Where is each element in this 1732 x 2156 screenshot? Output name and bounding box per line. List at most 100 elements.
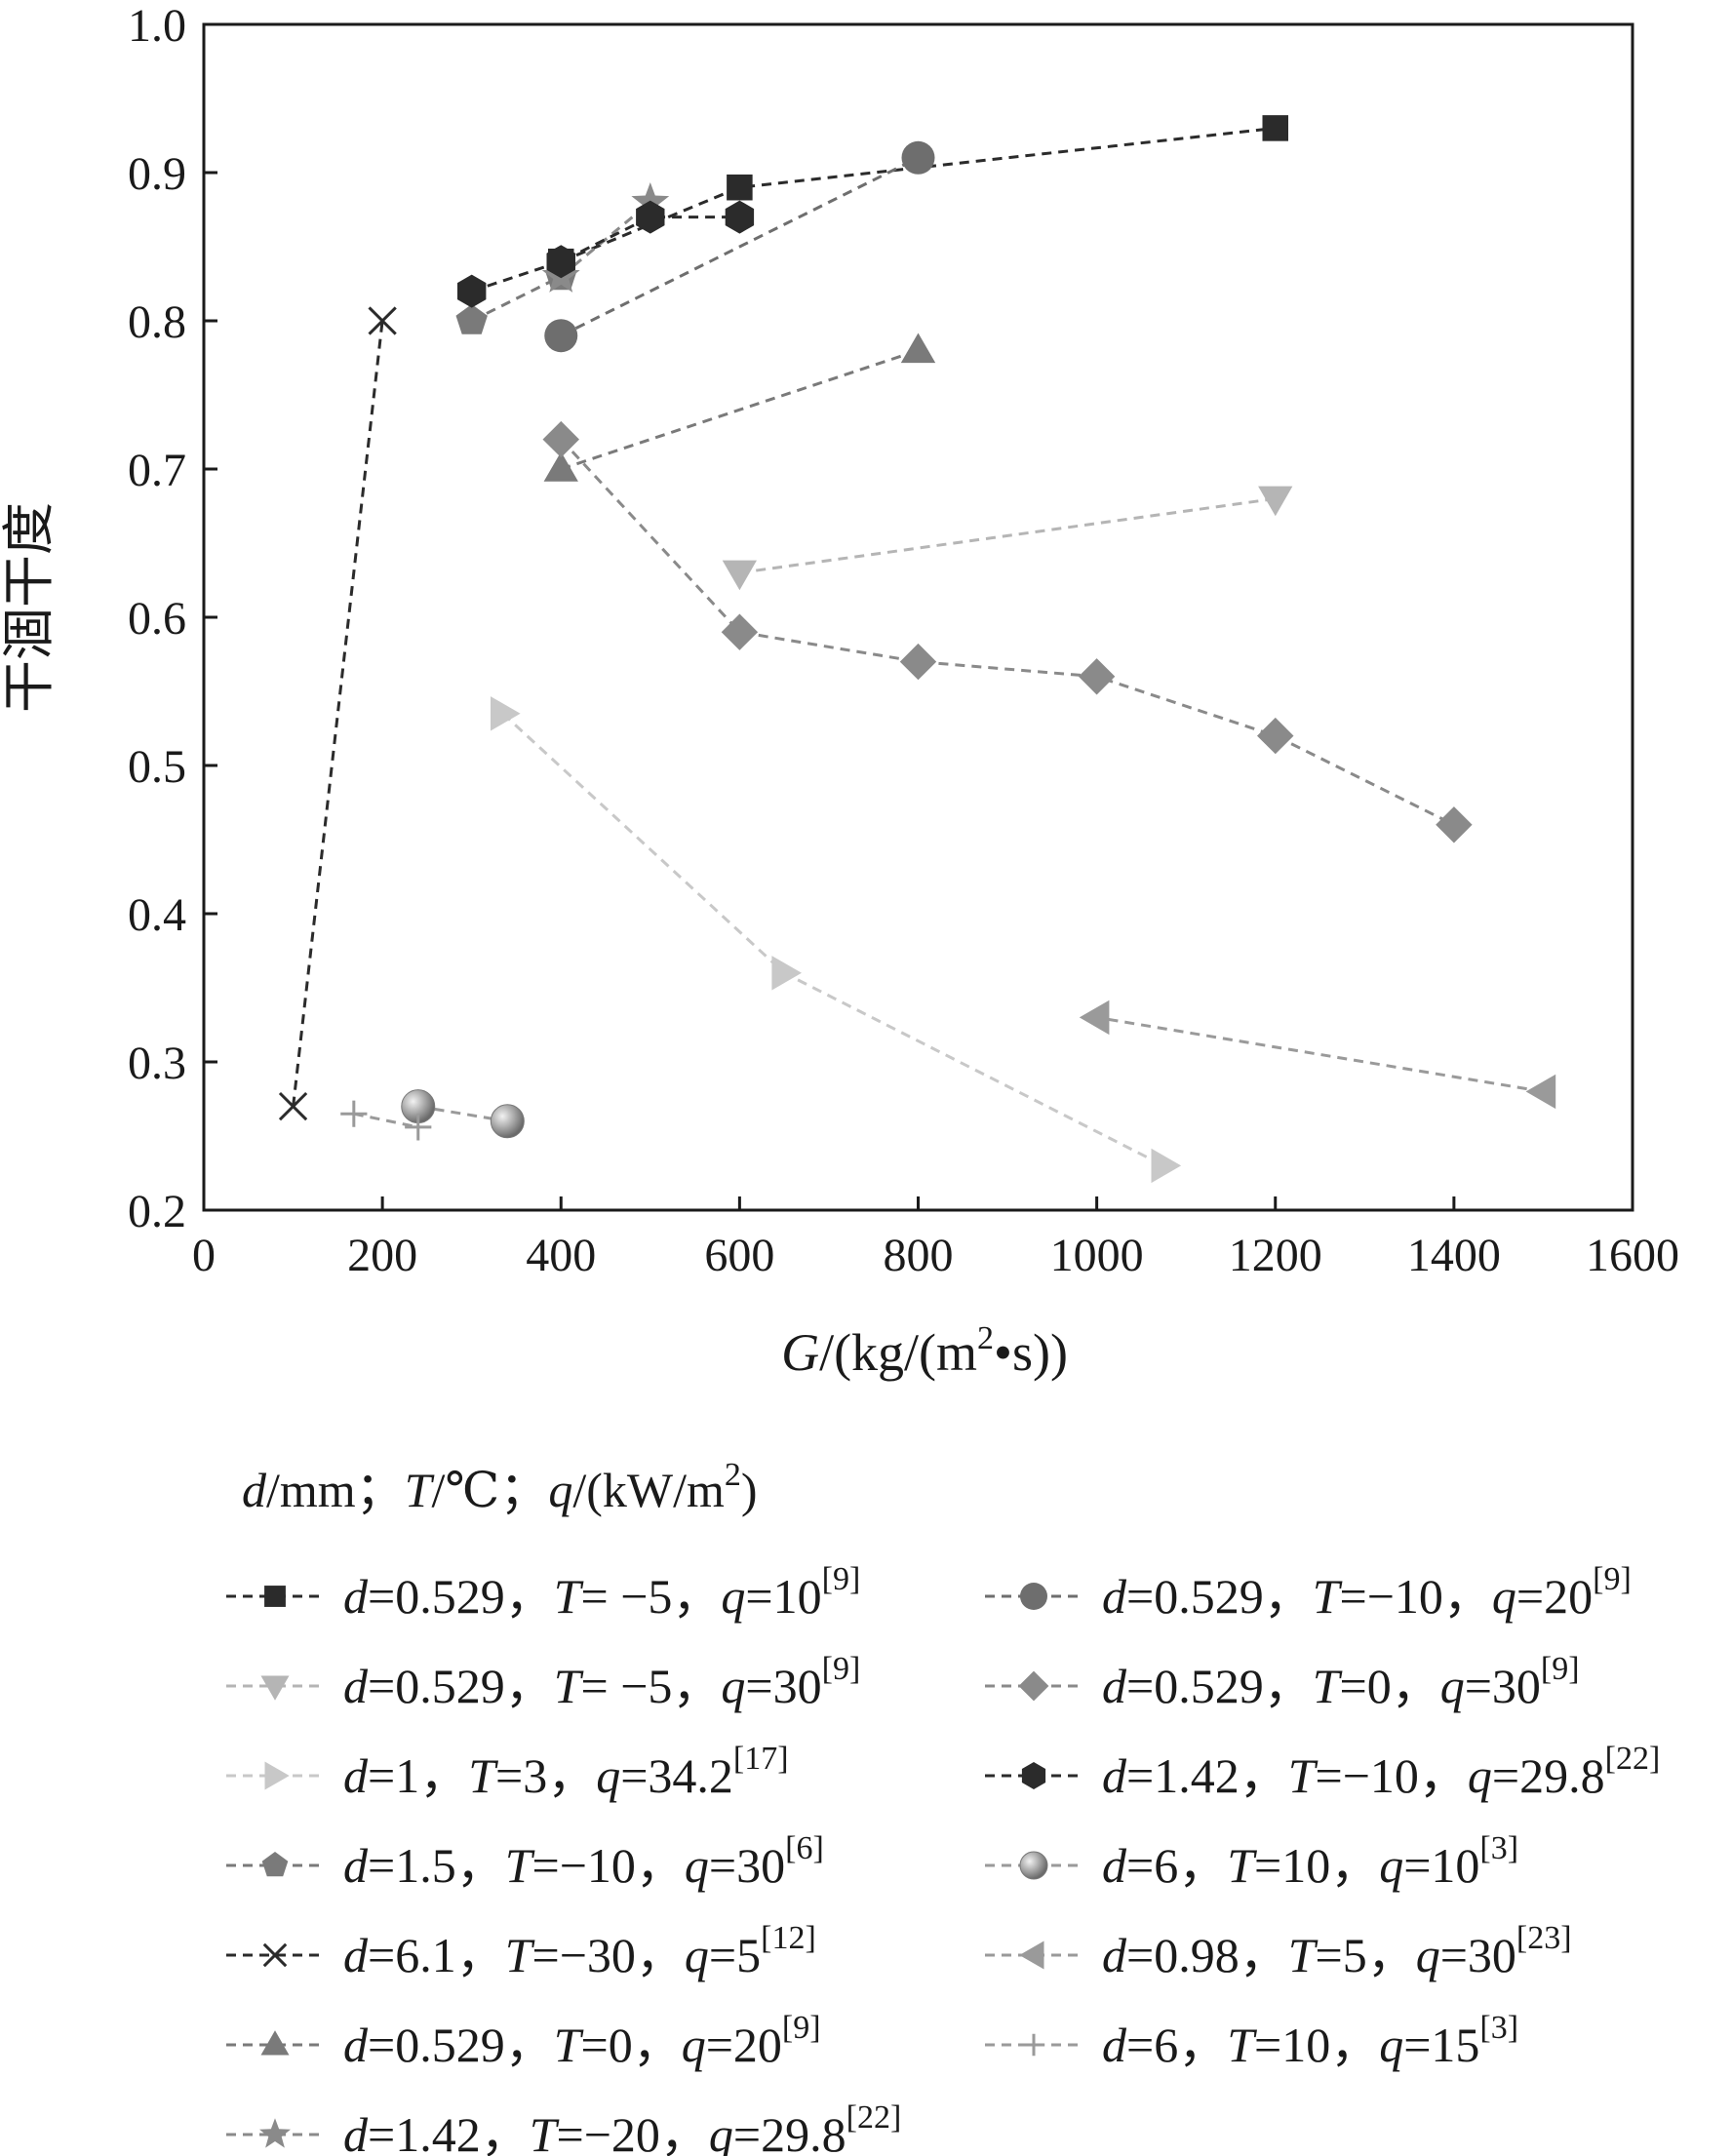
series-line-8 xyxy=(560,156,920,337)
data-point-1 xyxy=(727,174,753,201)
legend-label: d=0.529，T=−10，q=20[9] xyxy=(1102,1561,1632,1624)
data-point-5 xyxy=(368,306,397,335)
legend-label: d=0.529，T=0，q=30[9] xyxy=(1102,1651,1580,1713)
series-lines xyxy=(292,126,1544,1167)
legend-entry: d=0.529，T= −5，q=30[9] xyxy=(226,1651,860,1713)
data-point-3 xyxy=(1151,1148,1182,1184)
legend-entry: d=6，T=10，q=10[3] xyxy=(985,1830,1518,1893)
data-point-1 xyxy=(1262,115,1289,141)
legend-swatch-marker xyxy=(1020,1583,1047,1610)
data-point-9 xyxy=(1436,806,1473,843)
series-markers xyxy=(278,115,1556,1184)
legend-label: d=0.529，T= −5，q=10[9] xyxy=(343,1561,860,1624)
legend-label: d=0.529，T= −5，q=30[9] xyxy=(343,1651,860,1713)
y-tick-label: 1.0 xyxy=(128,0,186,52)
data-point-2 xyxy=(722,560,757,591)
series-line-6 xyxy=(560,348,919,471)
y-tick-label: 0.3 xyxy=(128,1038,186,1089)
legend-entry: d=1，T=3，q=34.2[17] xyxy=(226,1741,789,1803)
legend-swatch-marker xyxy=(1018,1670,1049,1702)
y-tick-label: 0.5 xyxy=(128,741,186,793)
data-point-9 xyxy=(1257,717,1294,755)
data-point-13 xyxy=(340,1100,368,1127)
x-tick-label: 1600 xyxy=(1586,1230,1679,1281)
legend-swatch-marker xyxy=(262,1942,288,1968)
data-point-8 xyxy=(901,140,935,175)
series-line-2 xyxy=(739,496,1277,574)
series-line-5 xyxy=(292,320,384,1107)
data-point-12 xyxy=(1079,1000,1110,1036)
x-tick-label: 400 xyxy=(526,1230,596,1281)
legend-swatch-marker xyxy=(259,2118,291,2148)
legend-entry: d=0.529，T=−10，q=20[9] xyxy=(985,1561,1632,1624)
legend-label: d=0.529，T=0，q=20[9] xyxy=(343,2010,821,2072)
x-tick-label: 1000 xyxy=(1050,1230,1144,1281)
data-point-6 xyxy=(543,451,578,482)
legend-entry: d=6.1，T=−30，q=5[12] xyxy=(226,1920,816,1982)
legend-entry: d=6，T=10，q=15[3] xyxy=(985,2010,1518,2072)
legend-label: d=1.42，T=−20，q=29.8[22] xyxy=(343,2099,901,2156)
series-line-12 xyxy=(1096,1015,1544,1093)
legend-swatch-marker xyxy=(264,1761,290,1790)
y-tick-label: 0.6 xyxy=(128,593,186,645)
series-line-13 xyxy=(353,1112,419,1129)
legend-swatch-marker xyxy=(260,1675,290,1701)
legend-entry: d=1.42，T=−10，q=29.8[22] xyxy=(985,1741,1660,1803)
data-point-10 xyxy=(457,274,487,308)
legend-label: d=0.98，T=5，q=30[23] xyxy=(1102,1920,1572,1982)
data-point-3 xyxy=(771,956,802,991)
legend-label: d=1，T=3，q=34.2[17] xyxy=(343,1741,789,1803)
data-point-10 xyxy=(546,245,575,279)
legend-label: d=6，T=10，q=15[3] xyxy=(1102,2010,1518,2072)
data-point-5 xyxy=(278,1091,308,1121)
x-tick-label: 1400 xyxy=(1407,1230,1501,1281)
x-tick-label: 0 xyxy=(192,1230,216,1281)
series-line-4 xyxy=(471,275,562,323)
legend-swatch-marker xyxy=(1019,1940,1044,1970)
x-tick-label: 800 xyxy=(884,1230,954,1281)
legend-label: d=6，T=10，q=10[3] xyxy=(1102,1830,1518,1893)
legend-swatch-marker xyxy=(1021,1762,1046,1789)
x-tick-label: 200 xyxy=(347,1230,417,1281)
y-tick-label: 0.8 xyxy=(128,296,186,348)
legend-swatch-marker xyxy=(1019,1851,1048,1880)
legend-label: d=1.5，T=−10，q=30[6] xyxy=(343,1830,824,1893)
legend-entry: d=0.98，T=5，q=30[23] xyxy=(985,1920,1572,1982)
legend-entry: d=0.529，T= −5，q=10[9] xyxy=(226,1561,860,1624)
data-point-9 xyxy=(542,420,579,458)
x-tick-label: 1200 xyxy=(1229,1230,1322,1281)
series-line-9 xyxy=(560,438,1455,827)
legend: d=0.529，T= −5，q=10[9] d=0.529，T= −5，q=30[… xyxy=(226,1561,1660,2156)
legend-entry: d=0.529，T=0，q=30[9] xyxy=(985,1651,1580,1713)
legend-swatch-marker xyxy=(261,1852,289,1877)
legend-swatch-marker xyxy=(260,2030,290,2056)
data-point-11 xyxy=(490,1104,525,1139)
data-point-10 xyxy=(725,200,755,234)
y-tick-label: 0.2 xyxy=(128,1186,186,1237)
legend-label: d=1.42，T=−10，q=29.8[22] xyxy=(1102,1741,1660,1803)
data-point-9 xyxy=(1078,658,1116,695)
legend-entry: d=1.5，T=−10，q=30[6] xyxy=(226,1830,824,1893)
data-point-12 xyxy=(1525,1074,1556,1110)
data-point-7 xyxy=(631,182,670,218)
data-point-2 xyxy=(1258,486,1293,517)
data-point-9 xyxy=(721,613,759,650)
data-point-9 xyxy=(899,643,937,681)
data-point-10 xyxy=(636,200,665,234)
legend-entry: d=0.529，T=0，q=20[9] xyxy=(226,2010,821,2072)
legend-entry: d=1.42，T=−20，q=29.8[22] xyxy=(226,2099,901,2156)
data-point-6 xyxy=(900,333,936,364)
series-line-10 xyxy=(471,216,740,294)
data-point-8 xyxy=(544,319,578,353)
x-tick-label: 600 xyxy=(704,1230,774,1281)
y-tick-label: 0.4 xyxy=(128,889,186,941)
series-line-1 xyxy=(560,126,1276,263)
x-axis-label: G/(kg/(m2•s)) xyxy=(781,1320,1068,1382)
data-point-4 xyxy=(455,304,488,334)
legend-swatch-marker xyxy=(1022,2033,1045,2057)
data-point-3 xyxy=(491,696,521,731)
plot-frame xyxy=(202,22,1634,1212)
legend-swatch-marker xyxy=(264,1586,286,1607)
series-line-7 xyxy=(560,201,651,278)
